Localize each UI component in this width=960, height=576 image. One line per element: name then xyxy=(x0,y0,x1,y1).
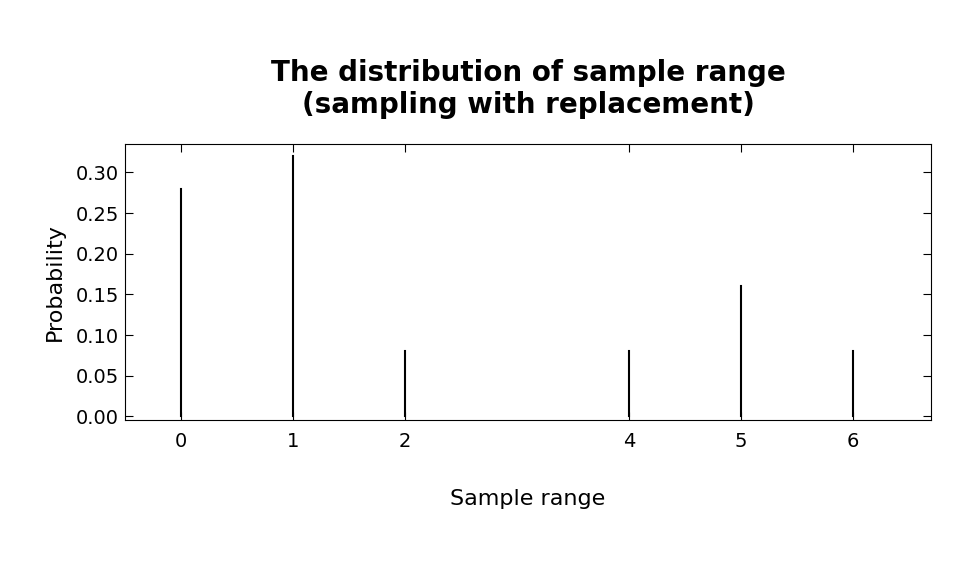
Title: The distribution of sample range
(sampling with replacement): The distribution of sample range (sampli… xyxy=(271,59,785,119)
Y-axis label: Probability: Probability xyxy=(45,223,64,341)
X-axis label: Sample range: Sample range xyxy=(450,490,606,510)
